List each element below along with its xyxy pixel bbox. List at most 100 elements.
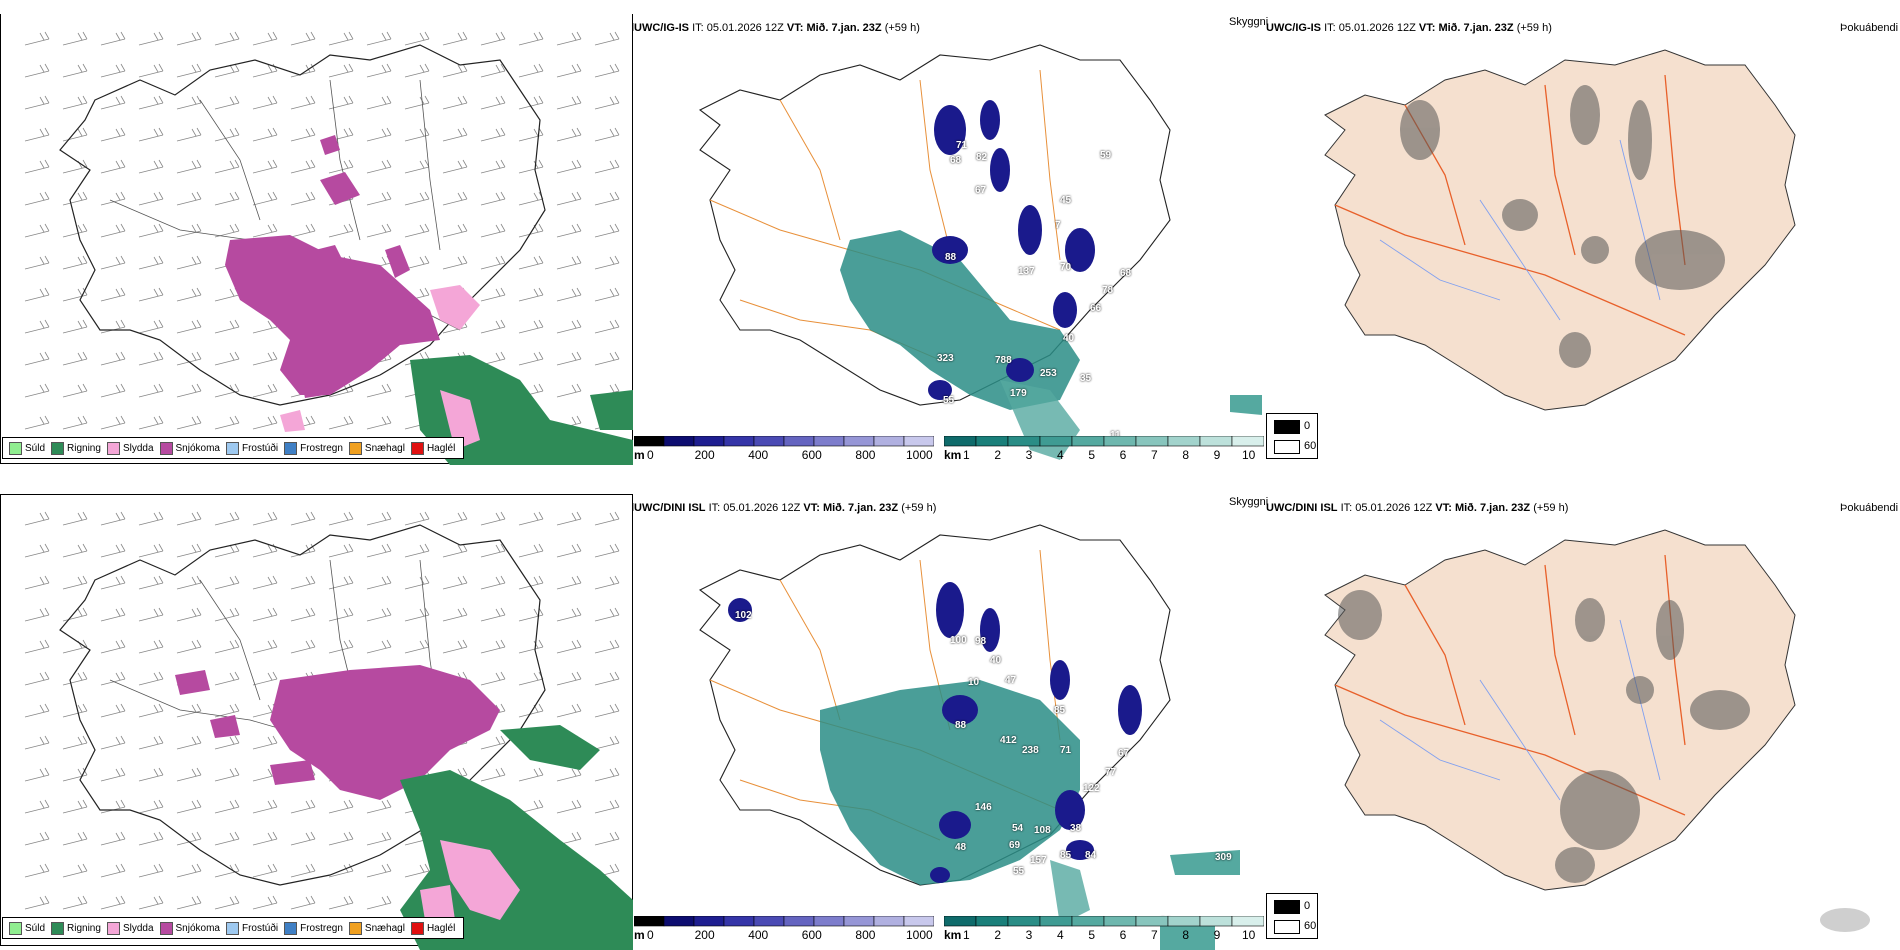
height-label: 78 — [1102, 285, 1114, 296]
legend-swatch — [9, 441, 22, 455]
wind-barb — [138, 383, 164, 398]
wind-barb — [138, 415, 164, 430]
colorbar-tick-label: 1 — [963, 928, 970, 942]
wind-barb — [404, 127, 430, 142]
wind-barb — [138, 831, 164, 846]
bottom-visibility-title: UWC/DINI ISL IT: 05.01.2026 12Z VT: Mið.… — [634, 502, 937, 514]
wind-barb — [518, 351, 544, 366]
wind-barb — [100, 191, 126, 206]
wind-barb — [138, 575, 164, 590]
bottom-fog-svg — [1324, 529, 1870, 932]
bottom-precip-svg — [24, 511, 633, 950]
vis-teal-blob — [1170, 850, 1240, 875]
wind-barb — [214, 799, 240, 814]
wind-barb — [100, 127, 126, 142]
height-label: 122 — [1083, 783, 1100, 794]
wind-barb — [176, 703, 202, 718]
wind-barb — [24, 415, 50, 430]
wind-barb — [138, 799, 164, 814]
wind-barb — [214, 575, 240, 590]
wind-barb — [480, 95, 506, 110]
vis-navy-blobs — [728, 582, 1142, 883]
wind-barb — [252, 223, 278, 238]
wind-barb — [480, 287, 506, 302]
height-label: 66 — [1090, 303, 1102, 314]
colorbar-tick-label: 6 — [1119, 448, 1127, 462]
wind-barb — [252, 799, 278, 814]
wind-barb — [214, 223, 240, 238]
legend-item-snjókoma: Snjókoma — [159, 921, 220, 935]
wind-barb — [100, 287, 126, 302]
wind-barb — [442, 607, 468, 622]
wind-barb — [290, 863, 316, 878]
bottom-visibility-colorbar — [944, 916, 1264, 927]
wind-barb — [480, 127, 506, 142]
wind-barb — [100, 63, 126, 78]
wind-barb — [366, 639, 392, 654]
colorbar-tick-label: 400 — [748, 448, 769, 462]
wind-barb — [100, 383, 126, 398]
wind-barb — [518, 543, 544, 558]
height-label: 98 — [975, 636, 987, 647]
legend-swatch — [106, 441, 120, 455]
top-height-colorbar — [634, 436, 934, 447]
height-label: 38 — [1070, 823, 1082, 834]
vis-navy-blobs — [928, 100, 1095, 400]
wind-barb — [328, 575, 354, 590]
wind-barb — [24, 511, 50, 526]
wind-barb — [404, 223, 430, 238]
wind-barb — [214, 511, 240, 526]
legend-label: Súld — [25, 442, 46, 454]
colorbar-tick-label: 8 — [1182, 448, 1190, 462]
wind-barb — [252, 735, 278, 750]
wind-barb — [594, 63, 620, 78]
top-fog-title: UWC/IG-IS IT: 05.01.2026 12Z VT: Mið. 7.… — [1266, 22, 1552, 34]
wind-barb — [442, 511, 468, 526]
height-label: 40 — [1063, 333, 1075, 344]
wind-barb — [62, 223, 88, 238]
legend-swatch — [410, 921, 424, 935]
colorbar-segment — [1231, 436, 1264, 447]
wind-barb — [480, 159, 506, 174]
legend-label: Frostregn — [300, 922, 343, 934]
height-label: 102 — [735, 610, 752, 621]
legend-swatch — [9, 921, 22, 935]
wind-barb — [442, 159, 468, 174]
wind-barb — [404, 863, 430, 878]
wind-barb — [366, 543, 392, 558]
wind-barb — [100, 735, 126, 750]
wind-barb — [24, 159, 50, 174]
wind-barb — [366, 575, 392, 590]
legend-item-frostúði: Frostúði — [225, 441, 278, 455]
rain-area-2 — [500, 725, 600, 770]
legend-item-snæhagl: Snæhagl — [348, 921, 405, 935]
wind-barb — [556, 191, 582, 206]
wind-barb — [442, 191, 468, 206]
height-label: 11 — [1110, 430, 1121, 441]
height-label: 69 — [1009, 840, 1021, 851]
iceland-outline-vis — [698, 44, 1171, 406]
wind-barb — [214, 671, 240, 686]
top-height-unit: m — [634, 448, 645, 462]
wind-barb — [252, 31, 278, 46]
wind-barb — [214, 703, 240, 718]
wind-barb — [176, 127, 202, 142]
wind-barb — [24, 319, 50, 334]
wind-barb — [442, 543, 468, 558]
wind-barb — [24, 127, 50, 142]
fog-low-swatch — [1274, 440, 1300, 454]
wind-barb — [62, 351, 88, 366]
wind-barb — [594, 223, 620, 238]
wind-barb — [176, 639, 202, 654]
wind-barb — [176, 255, 202, 270]
iceland-land-fog — [1324, 49, 1796, 411]
wind-barb — [252, 159, 278, 174]
snow-blob-3 — [270, 760, 315, 785]
wind-barb — [480, 607, 506, 622]
wind-barb — [252, 191, 278, 206]
wind-barb — [594, 671, 620, 686]
height-label: 85 — [1054, 705, 1066, 716]
colorbar-tick-label: 10 — [1242, 448, 1256, 462]
legend-swatch — [159, 921, 173, 935]
wind-barb — [24, 191, 50, 206]
